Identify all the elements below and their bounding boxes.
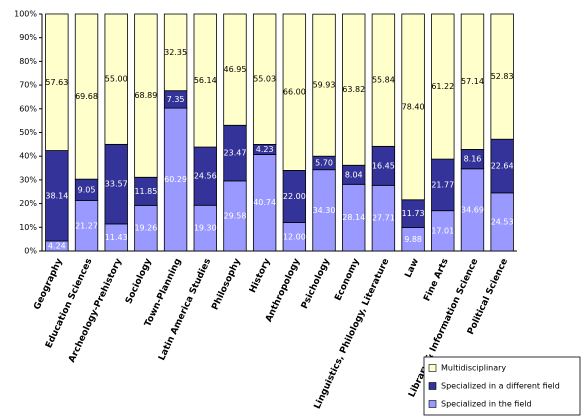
value-label: 55.03 [253,75,276,84]
y-tick-label: 40% [19,152,37,161]
x-tick-label: Economy [333,257,361,303]
y-tick-label: 90% [19,33,37,42]
value-label: 78.40 [402,102,425,111]
value-label: 4.24 [48,241,66,250]
value-label: 7.35 [167,95,185,104]
value-label: 21.27 [75,221,98,230]
value-label: 29.58 [224,211,247,220]
value-label: 24.53 [491,217,514,226]
legend-swatch [428,364,437,372]
value-label: 5.70 [315,158,333,167]
bar-segment [134,13,158,178]
value-label: 22.64 [491,162,514,171]
value-label: 55.00 [105,75,128,84]
value-label: 8.16 [464,155,482,164]
value-label: 56.14 [194,76,217,85]
value-label: 12.00 [283,232,306,241]
value-label: 55.84 [372,76,395,85]
value-label: 32.35 [164,48,187,57]
value-label: 66.00 [283,88,306,97]
legend-swatch [428,400,437,408]
value-label: 23.47 [224,149,247,158]
y-tick-label: 70% [19,81,37,90]
x-tick-label: Psichology [300,257,332,311]
value-label: 11.43 [105,233,128,242]
y-tick-label: 30% [19,175,37,184]
x-tick-label: Sociology [124,257,154,306]
value-label: 33.57 [105,180,128,189]
value-label: 34.69 [461,205,484,214]
bar-segment [431,13,455,160]
bar-segment [371,13,396,147]
value-label: 9.05 [78,185,96,194]
legend-label: Specialized in a different field [441,382,560,391]
value-label: 19.30 [194,224,217,233]
value-label: 9.88 [404,235,422,244]
bar-segment [45,13,69,151]
value-label: 22.00 [283,192,306,201]
x-tick-label: Latin America Studies [157,257,213,362]
bar-segment [163,13,188,92]
bar-segment [401,13,425,201]
y-tick-label: 100% [14,10,37,19]
value-label: 17.01 [431,226,454,235]
x-tick-label: Geography [32,257,65,312]
value-label: 38.14 [45,191,68,200]
y-tick-label: 0% [24,247,37,256]
x-tick-label: Philosophy [210,257,243,312]
x-tick-label: History [248,257,273,295]
bar-segment [490,13,514,140]
value-label: 21.77 [431,180,454,189]
bar-segment [104,13,128,145]
bar-segment [223,13,247,126]
legend-box [423,356,581,416]
y-tick-label: 80% [19,57,37,66]
y-tick-label: 20% [19,199,37,208]
y-tick-label: 60% [19,104,37,113]
value-label: 16.45 [372,161,395,170]
bar-segment [460,13,485,150]
bar-segment [312,13,336,157]
value-label: 68.89 [134,91,157,100]
x-tick-label: Law [404,257,422,279]
value-label: 60.29 [164,175,187,184]
value-label: 11.85 [134,187,157,196]
value-label: 61.22 [431,82,454,91]
legend-label: Specialized in the field [441,400,532,409]
value-label: 57.14 [461,77,484,86]
value-label: 46.95 [224,65,247,74]
bar-segment [282,13,307,171]
bar-segment [342,13,366,166]
value-label: 27.71 [372,214,395,223]
bar-segment [193,13,217,148]
value-label: 34.30 [313,206,336,215]
value-label: 4.23 [256,145,274,154]
value-label: 19.26 [134,224,157,233]
x-tick-label: Fine Arts [422,257,450,303]
bar-segment [252,13,277,145]
value-label: 57.63 [45,78,68,87]
legend-swatch [428,382,437,390]
value-label: 8.04 [345,170,363,179]
value-label: 11.73 [402,209,425,218]
legend-label: Multidisciplinary [441,364,506,373]
bar-segment [74,13,99,180]
y-tick-label: 50% [19,128,37,137]
x-tick-label: Archeology-Prehistory [67,257,124,364]
value-label: 24.56 [194,172,217,181]
value-label: 52.83 [491,72,514,81]
value-label: 40.74 [253,198,276,207]
value-label: 59.93 [313,81,336,90]
y-tick-label: 10% [19,223,37,232]
value-label: 28.14 [342,213,365,222]
value-label: 69.68 [75,92,98,101]
value-label: 63.82 [342,85,365,94]
